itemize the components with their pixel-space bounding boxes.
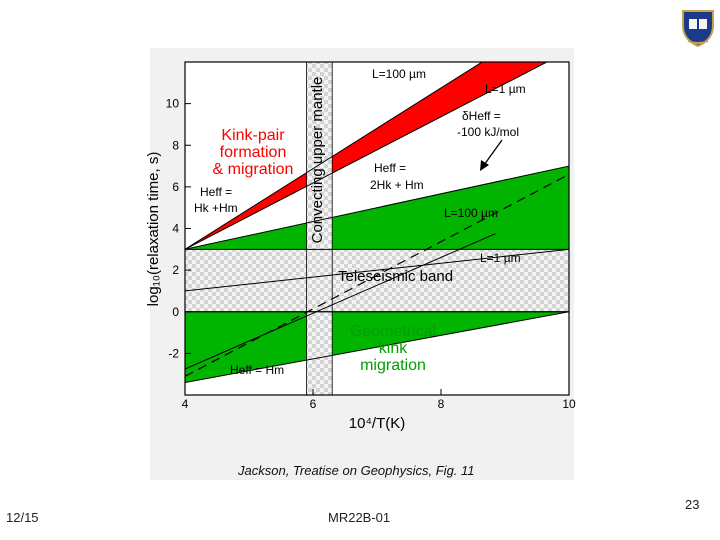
geometrical-lower-line <box>185 311 569 384</box>
delta-heff-line2: -100 kJ/mol <box>457 125 519 139</box>
heff-2hk-l1-line <box>185 248 569 292</box>
l1-band-label: L=1 µm <box>480 251 521 265</box>
y-tick-label: 0 <box>172 305 179 319</box>
heff-hm-line <box>185 233 496 370</box>
y-tick-label: 10 <box>166 97 180 111</box>
l100-green-label: L=100 µm <box>444 206 498 220</box>
x-tick-label: 10 <box>562 397 576 411</box>
y-tick-label: 4 <box>172 222 179 236</box>
university-shield-icon <box>680 8 716 53</box>
figure-caption: Jackson, Treatise on Geophysics, Fig. 11 <box>238 463 475 478</box>
teleseismic-band-label: Teleseismic band <box>338 268 453 285</box>
footer-code: MR22B-01 <box>328 510 391 525</box>
heff-hk-hm-line1: Heff = <box>200 185 232 199</box>
l100-top-label: L=100 µm <box>372 67 426 81</box>
geometrical-title-line1: Geometrical <box>350 323 436 340</box>
footer-page-number: 23 <box>685 497 700 512</box>
kink-pair-lower-line <box>185 62 548 250</box>
y-axis-label: log₁₀(relaxation time, s) <box>145 152 162 307</box>
geometrical-title-line3: migration <box>360 357 426 374</box>
delta-heff-arrow <box>480 139 503 171</box>
l1-top-label: L=1 µm <box>485 82 526 96</box>
delta-heff-line1: δHeff = <box>462 109 501 123</box>
heff-hm-label: Heff = Hm <box>230 363 284 377</box>
x-axis-label: 10⁴/T(K) <box>349 415 405 432</box>
delta-heff-dashed-line <box>185 173 569 377</box>
teleseismic-band-region <box>185 249 569 312</box>
convecting-mantle-column <box>306 62 333 395</box>
y-tick-label: 8 <box>172 138 179 152</box>
heff-hk-hm-line2: Hk +Hm <box>194 201 238 215</box>
y-tick-label: 2 <box>172 263 179 277</box>
kink-pair-title-line3: & migration <box>213 161 294 178</box>
heff-2hk-hm-line2: 2Hk + Hm <box>370 178 424 192</box>
x-tick-label: 8 <box>438 397 445 411</box>
heff-2hk-l100-line <box>185 165 569 250</box>
y-tick-label: 6 <box>172 180 179 194</box>
kink-pair-upper-line <box>185 62 484 250</box>
kink-pair-title-line2: formation <box>220 144 287 161</box>
heff-2hk-hm-line1: Heff = <box>374 161 406 175</box>
x-tick-label: 6 <box>310 397 317 411</box>
footer-date: 12/15 <box>6 510 39 525</box>
kink-pair-title-line1: Kink-pair <box>221 127 285 144</box>
geometrical-title-line2: kink <box>379 340 408 357</box>
x-tick-label: 4 <box>182 397 189 411</box>
y-tick-label: -2 <box>168 346 179 360</box>
convecting-mantle-label: Convecting upper mantle <box>309 77 326 244</box>
